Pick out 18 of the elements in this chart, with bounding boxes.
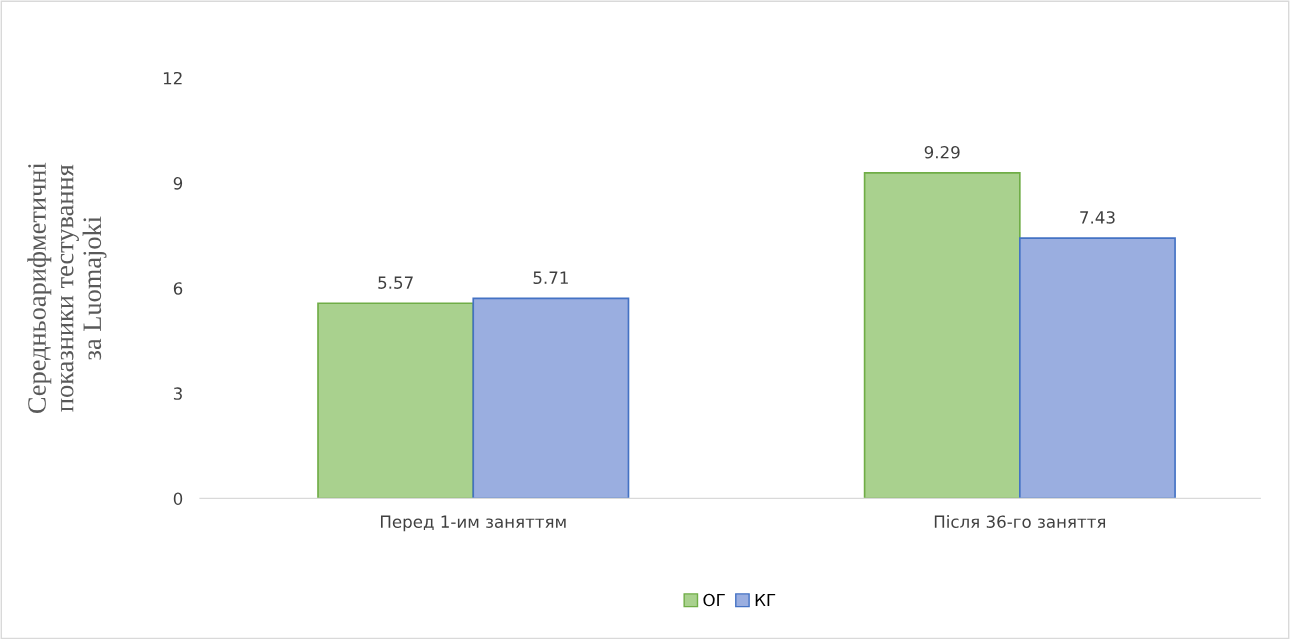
data-label: 7.43	[1080, 211, 1115, 224]
y-tick-label: 12	[163, 71, 182, 85]
x-tick-label: Перед 1-им заняттям	[380, 515, 566, 532]
x-tick-label: Після 36-го заняття	[934, 515, 1106, 528]
legend-label: ОГ	[703, 593, 725, 607]
data-label: 5.57	[378, 276, 413, 289]
y-tick-label: 6	[173, 282, 183, 295]
y-tick-label: 0	[173, 492, 183, 505]
data-label: 9.29	[924, 145, 960, 159]
y-axis-title: Середньоарифметичні показники тестування за Luomajoki	[27, 162, 107, 414]
bar	[472, 297, 630, 499]
bar	[1018, 237, 1176, 499]
bar	[863, 172, 1021, 499]
legend-label: КГ	[755, 593, 776, 607]
data-label: 5.71	[533, 271, 568, 285]
y-tick-label: 9	[173, 177, 183, 190]
bar	[317, 302, 475, 499]
y-tick-label: 3	[173, 387, 182, 400]
